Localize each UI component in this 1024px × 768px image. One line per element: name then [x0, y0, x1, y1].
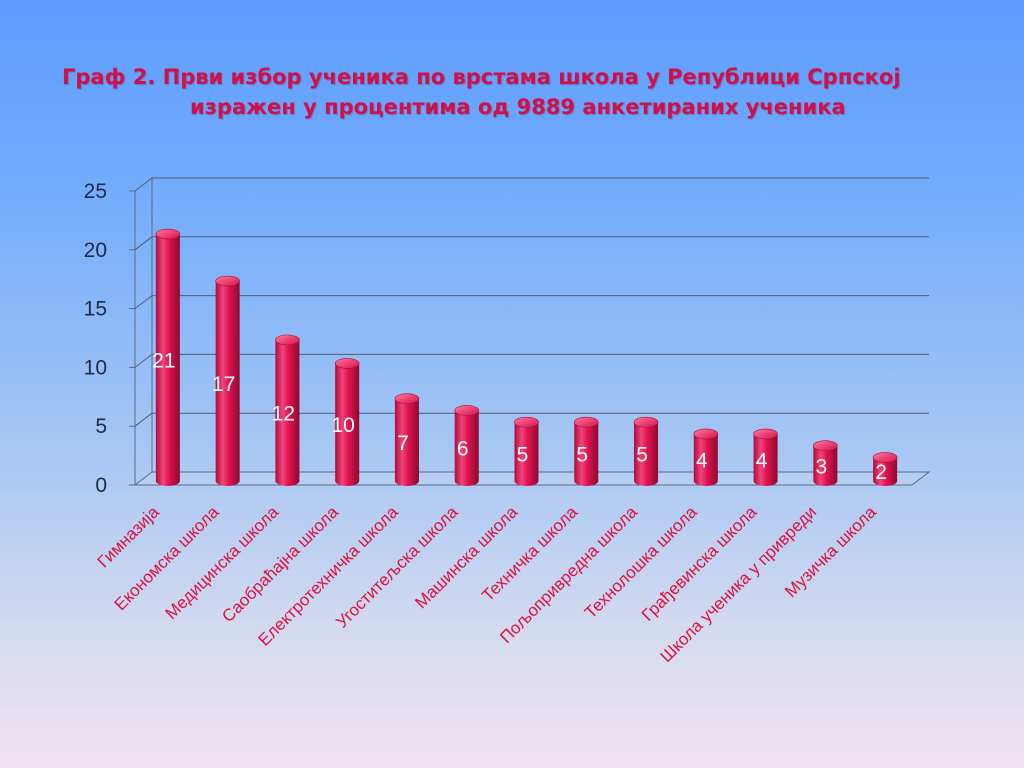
bar [693, 428, 719, 487]
data-label: 3 [816, 455, 828, 478]
data-label: 12 [272, 402, 295, 425]
chart-gridlines [134, 177, 929, 427]
x-category-label: Економска школа [111, 502, 223, 614]
data-label: 5 [517, 444, 529, 467]
gridline [134, 353, 929, 368]
data-label: 5 [636, 444, 648, 467]
bar [394, 393, 420, 487]
x-category-label: Технолошка школа [581, 502, 701, 622]
x-category-label: Саобраћајна школа [218, 502, 342, 626]
bar [753, 428, 778, 487]
gridline [134, 412, 929, 427]
chart-bars [155, 228, 898, 487]
y-tick-label: 25 [84, 180, 107, 203]
data-labels: 21 17 12 10 7 6 5 5 5 4 4 3 2 [152, 350, 887, 485]
bar [633, 416, 659, 487]
y-axis-ticks: 0 5 10 15 20 25 [84, 180, 135, 497]
y-tick-label: 20 [84, 239, 107, 262]
chart-title-line-1: Граф 2. Први избор ученика по врстама шк… [62, 65, 901, 89]
data-label: 4 [756, 449, 768, 472]
data-label: 2 [875, 461, 887, 484]
x-category-label: Машинска школа [411, 502, 521, 612]
chart-title-line-2: изражен у процентима од 9889 анкетираних… [190, 95, 846, 119]
data-label: 7 [397, 432, 409, 455]
gridline [134, 295, 929, 309]
data-label: 21 [152, 350, 175, 373]
data-label: 5 [576, 444, 588, 467]
bar [514, 416, 539, 487]
y-tick-label: 5 [95, 415, 107, 438]
bar [334, 358, 360, 487]
bar [454, 405, 480, 487]
x-category-label: Грађевинска школа [638, 502, 761, 625]
data-label: 17 [212, 373, 235, 396]
data-label: 10 [332, 414, 355, 437]
bar [573, 416, 599, 487]
y-tick-label: 15 [84, 298, 107, 321]
data-label: 6 [457, 438, 469, 461]
chart-title: Граф 2. Први избор ученика по врстама шк… [40, 62, 990, 122]
bar [813, 440, 838, 487]
bar [872, 452, 898, 487]
data-label: 4 [696, 449, 708, 472]
bar [155, 228, 181, 487]
bar [215, 275, 240, 487]
y-tick-label: 10 [84, 356, 107, 379]
y-tick-label: 0 [95, 474, 107, 497]
gridline [134, 177, 929, 192]
bar [275, 334, 300, 487]
x-category-label: Медицинска школа [162, 502, 283, 623]
gridline [134, 236, 929, 251]
